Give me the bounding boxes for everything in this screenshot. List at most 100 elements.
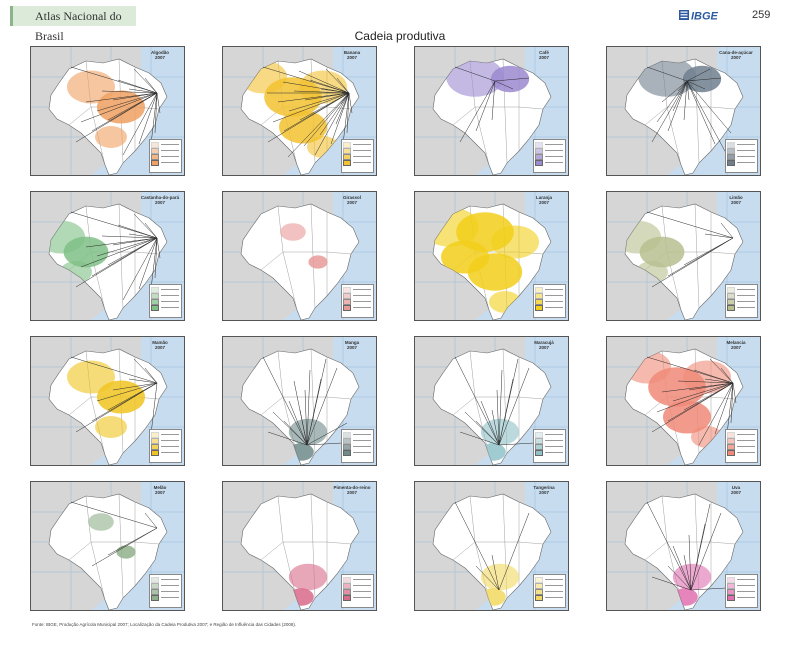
legend-swatch: [727, 431, 735, 438]
map-legend: [725, 429, 758, 463]
legend-label-placeholder: [161, 289, 179, 290]
legend-label-placeholder: [545, 295, 563, 296]
map-panel: Laranja 2007: [414, 191, 569, 321]
map-year: 2007: [538, 200, 549, 205]
legend-swatch: [343, 147, 351, 154]
map-title: Maracujá 2007: [523, 340, 565, 350]
legend-swatch: [535, 141, 543, 148]
map-legend: [341, 139, 374, 173]
map-title: Manga 2007: [331, 340, 373, 350]
legend-swatch: [727, 298, 735, 305]
legend-swatch: [535, 449, 543, 456]
legend-row: [151, 588, 180, 595]
legend-swatch: [151, 588, 159, 595]
legend-swatch: [727, 153, 735, 160]
legend-row: [727, 141, 756, 148]
atlas-title-tag: Atlas Nacional do Brasil: [10, 6, 136, 43]
legend-swatch: [151, 147, 159, 154]
page-number: 259: [752, 9, 771, 21]
legend-swatch: [343, 431, 351, 438]
legend-label-placeholder: [161, 307, 179, 308]
legend-row: [343, 286, 372, 293]
map-legend: [533, 139, 566, 173]
legend-row: [535, 292, 564, 299]
legend-row: [727, 576, 756, 583]
map-year: 2007: [346, 490, 357, 495]
map-title: Café 2007: [523, 50, 565, 60]
legend-label-placeholder: [737, 434, 755, 435]
map-panel: Melão 2007: [30, 481, 185, 611]
legend-swatch: [727, 286, 735, 293]
legend-label-placeholder: [353, 150, 371, 151]
legend-label-placeholder: [737, 301, 755, 302]
legend-label-placeholder: [545, 301, 563, 302]
legend-swatch: [343, 582, 351, 589]
legend-swatch: [151, 594, 159, 601]
legend-swatch: [151, 437, 159, 444]
legend-label-placeholder: [161, 446, 179, 447]
legend-label-placeholder: [161, 452, 179, 453]
legend-row: [727, 588, 756, 595]
legend-label-placeholder: [161, 434, 179, 435]
legend-swatch: [727, 159, 735, 166]
legend-label-placeholder: [353, 162, 371, 163]
legend-swatch: [727, 582, 735, 589]
map-product: Uva: [731, 485, 741, 490]
legend-swatch: [343, 286, 351, 293]
legend-row: [535, 431, 564, 438]
legend-row: [535, 437, 564, 444]
legend-label-placeholder: [737, 150, 755, 151]
map-product: Limão: [729, 195, 743, 200]
legend-row: [151, 431, 180, 438]
map-legend: [533, 284, 566, 318]
map-product: Castanha-do-pará: [140, 195, 180, 200]
map-title: Banana 2007: [331, 50, 373, 60]
map-panel: Pimenta-do-reino 2007: [222, 481, 377, 611]
legend-label-placeholder: [737, 295, 755, 296]
map-year: 2007: [538, 345, 549, 350]
legend-swatch: [151, 582, 159, 589]
map-panel: Manga 2007: [222, 336, 377, 466]
legend-row: [343, 443, 372, 450]
legend-swatch: [343, 304, 351, 311]
map-panel: Limão 2007: [606, 191, 761, 321]
legend-row: [535, 147, 564, 154]
legend-row: [727, 431, 756, 438]
legend-row: [535, 588, 564, 595]
map-panel: Girassol 2007: [222, 191, 377, 321]
map-title: Mamão 2007: [139, 340, 181, 350]
legend-label-placeholder: [353, 446, 371, 447]
map-year: 2007: [730, 55, 741, 60]
map-title: Algodão 2007: [139, 50, 181, 60]
map-product: Tangerina: [533, 485, 555, 490]
legend-label-placeholder: [353, 434, 371, 435]
legend-label-placeholder: [353, 307, 371, 308]
legend-row: [535, 286, 564, 293]
legend-label-placeholder: [353, 579, 371, 580]
legend-label-placeholder: [545, 289, 563, 290]
legend-label-placeholder: [545, 434, 563, 435]
page-title: Cadeia produtiva: [354, 29, 446, 43]
legend-swatch: [727, 292, 735, 299]
map-panel: Mamão 2007: [30, 336, 185, 466]
map-product: Cana-de-açúcar: [719, 50, 753, 55]
legend-label-placeholder: [737, 579, 755, 580]
map-panel: Cana-de-açúcar 2007: [606, 46, 761, 176]
legend-swatch: [343, 576, 351, 583]
legend-swatch: [343, 594, 351, 601]
map-year: 2007: [346, 55, 357, 60]
legend-swatch: [535, 437, 543, 444]
legend-row: [727, 147, 756, 154]
legend-label-placeholder: [545, 307, 563, 308]
map-product: Girassol: [342, 195, 361, 200]
legend-label-placeholder: [545, 440, 563, 441]
map-title: Pimenta-do-reino 2007: [331, 485, 373, 495]
map-legend: [533, 429, 566, 463]
legend-label-placeholder: [545, 591, 563, 592]
legend-label-placeholder: [353, 591, 371, 592]
legend-row: [727, 594, 756, 601]
map-year: 2007: [730, 345, 741, 350]
map-legend: [149, 574, 182, 608]
legend-row: [151, 141, 180, 148]
legend-label-placeholder: [737, 162, 755, 163]
